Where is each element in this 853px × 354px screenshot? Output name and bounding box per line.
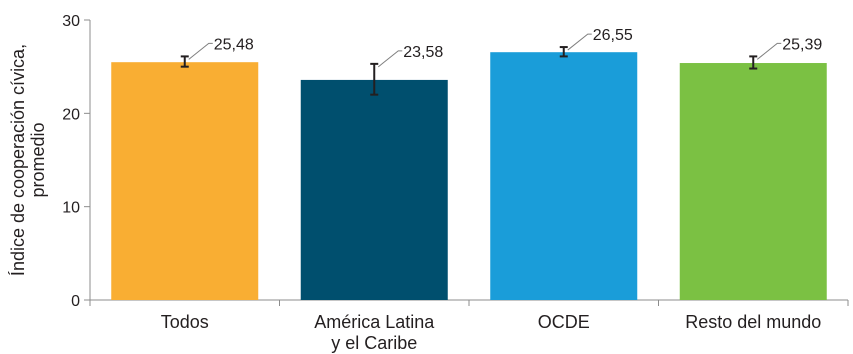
y-tick-label: 30 xyxy=(62,13,80,30)
y-axis-label-line: Índice de cooperación cívica, xyxy=(8,44,28,276)
x-tick-label-line: Todos xyxy=(161,312,209,332)
bar xyxy=(490,52,638,301)
x-tick-label: Resto del mundo xyxy=(685,312,821,332)
value-label: 25,39 xyxy=(782,36,822,53)
x-tick-label: Todos xyxy=(161,312,209,332)
bars xyxy=(111,52,827,301)
x-axis: Todos América Latina y el Caribe OCDE Resto … xyxy=(89,299,849,353)
y-tick-label: 20 xyxy=(62,106,80,123)
value-label-leader xyxy=(756,42,782,60)
y-axis: 0 10 20 30 xyxy=(62,13,91,310)
value-label: 23,58 xyxy=(403,44,443,61)
y-tick-label: 10 xyxy=(62,200,80,217)
y-tick-label: 0 xyxy=(71,293,80,310)
bar xyxy=(679,63,827,300)
value-label-leader xyxy=(188,42,213,60)
bar xyxy=(300,79,448,300)
value-label-leader xyxy=(377,50,403,68)
value-label: 26,55 xyxy=(593,27,633,44)
y-axis-title: Índice de cooperación cívica,promedio xyxy=(8,44,48,276)
x-tick-label-line: Resto del mundo xyxy=(685,312,821,332)
bar xyxy=(111,62,259,300)
x-tick-label-line: y el Caribe xyxy=(331,333,417,353)
x-tick-label-line: América Latina xyxy=(314,312,435,332)
value-label: 25,48 xyxy=(214,36,254,53)
value-label-leader xyxy=(567,33,592,51)
x-tick-label: OCDE xyxy=(538,312,590,332)
x-tick-label-line: OCDE xyxy=(538,312,590,332)
y-axis-label-line: promedio xyxy=(28,122,48,197)
error-bars xyxy=(180,46,758,96)
value-labels: 25,48 23,58 26,55 25,39 xyxy=(188,27,822,68)
y-axis-label: Índice de cooperación cívica,promedio xyxy=(8,44,48,276)
x-tick-label: América Latina y el Caribe xyxy=(314,312,435,353)
